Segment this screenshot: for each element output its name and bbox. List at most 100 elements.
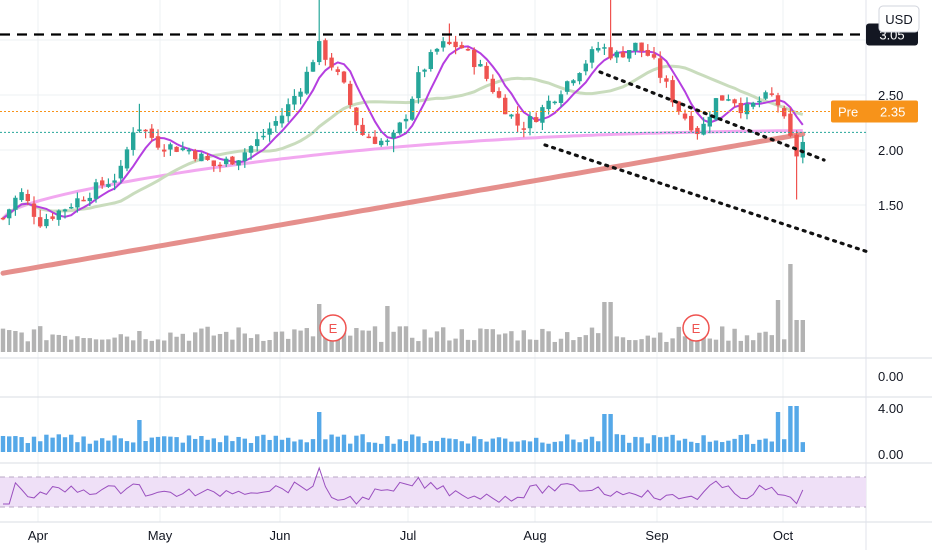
histogram-bar	[540, 442, 545, 452]
candle-body	[69, 206, 74, 209]
histogram-bar	[596, 441, 601, 452]
histogram-bar	[534, 437, 539, 452]
volume-bar	[317, 304, 322, 352]
histogram-bar	[478, 439, 483, 452]
moving-averages	[0, 45, 806, 276]
volume-bar	[509, 331, 514, 352]
candle-body	[794, 134, 799, 157]
currency-label: USD	[885, 12, 912, 27]
volume-bar	[199, 328, 204, 352]
histogram-bar	[658, 437, 663, 452]
volume-bar	[465, 339, 471, 352]
candle-body	[633, 42, 638, 52]
volume-bar	[428, 337, 433, 352]
histogram-bar	[763, 438, 768, 452]
candlesticks	[0, 0, 805, 229]
histogram-bar	[224, 435, 229, 452]
histogram-bar	[552, 441, 557, 452]
histogram-bar	[782, 439, 787, 452]
volume-bar	[614, 336, 619, 352]
histogram-bar	[645, 443, 650, 452]
candle-body	[726, 99, 731, 101]
volume-bar	[112, 337, 117, 352]
candle-body	[515, 113, 520, 126]
candle-body	[248, 146, 254, 153]
histogram-bar	[38, 441, 43, 452]
histogram-bar	[751, 443, 756, 452]
candle-body	[217, 164, 223, 167]
histogram-bar	[639, 437, 644, 452]
histogram-bar	[428, 440, 433, 452]
oscillator-band	[0, 477, 866, 507]
candle-body	[19, 192, 24, 201]
volume-bar	[155, 339, 161, 352]
time-tick-label: Jul	[400, 528, 417, 543]
volume-bar	[639, 339, 644, 352]
candle-body	[620, 52, 626, 58]
histogram-bar	[453, 439, 458, 452]
volume-bar	[323, 332, 328, 352]
histogram-bar	[217, 442, 223, 452]
histogram-bar	[447, 438, 452, 452]
histogram-bar	[348, 443, 353, 452]
volume-bar	[403, 326, 409, 352]
volume-bar	[546, 331, 551, 352]
volume-bar	[230, 339, 235, 352]
price-tick-label: 1.50	[878, 198, 903, 213]
earnings-circle	[319, 314, 347, 342]
volume-bar	[757, 332, 762, 352]
currency-button[interactable]: USD	[878, 5, 920, 33]
candle-body	[484, 65, 489, 79]
candle-body	[627, 50, 632, 59]
histogram-bar	[676, 440, 681, 452]
histogram-bar	[459, 441, 464, 452]
candle-body	[118, 165, 123, 179]
histogram-bar	[13, 436, 18, 452]
histogram-bar	[360, 434, 365, 452]
histogram-bar	[255, 436, 260, 452]
volume-bar	[56, 334, 61, 352]
candle-body	[323, 40, 328, 60]
volume-bar	[7, 330, 12, 352]
volume-bar	[298, 330, 303, 352]
panel-tick-label: 0.00	[878, 447, 903, 462]
histogram-bar	[25, 443, 30, 452]
candle-body	[335, 69, 340, 72]
volume-bar	[137, 331, 142, 352]
histogram-bar	[174, 437, 179, 452]
histogram-bar	[149, 437, 154, 452]
histogram-bar	[292, 441, 297, 452]
histogram-bar	[509, 441, 514, 452]
price-tick-label: 2.50	[878, 88, 903, 103]
histogram-bar	[614, 434, 619, 452]
trendlines[interactable]	[0, 33, 870, 254]
volume-bar	[168, 332, 173, 352]
candle-body	[379, 140, 384, 146]
candle-body	[87, 197, 92, 202]
histogram-bar	[800, 442, 805, 452]
histogram-bar	[391, 443, 396, 452]
volume-bar	[180, 333, 185, 352]
volume-bar	[496, 334, 502, 352]
volume-bar	[800, 320, 805, 352]
volume-bar	[583, 335, 588, 352]
histogram-bar	[397, 439, 402, 452]
candle-body	[13, 197, 18, 210]
lower-trendline	[543, 143, 870, 254]
candle-body	[81, 199, 86, 202]
time-axis[interactable]: Apr May Jun Jul Aug Sep Oct	[28, 528, 794, 543]
earnings-marker: E	[682, 314, 710, 342]
candle-body	[143, 129, 148, 132]
volume-bar	[211, 335, 216, 352]
histogram-bar	[410, 434, 415, 452]
histogram-bar	[689, 441, 694, 452]
volume-bar	[224, 331, 229, 352]
price-axis[interactable]: 1.502.002.503.003.500.004.000.00	[878, 0, 903, 462]
candle-body	[583, 63, 588, 72]
candle-body	[354, 107, 359, 126]
volume-bar	[775, 300, 781, 352]
histogram-bar	[56, 434, 61, 452]
histogram-bar	[69, 434, 74, 452]
